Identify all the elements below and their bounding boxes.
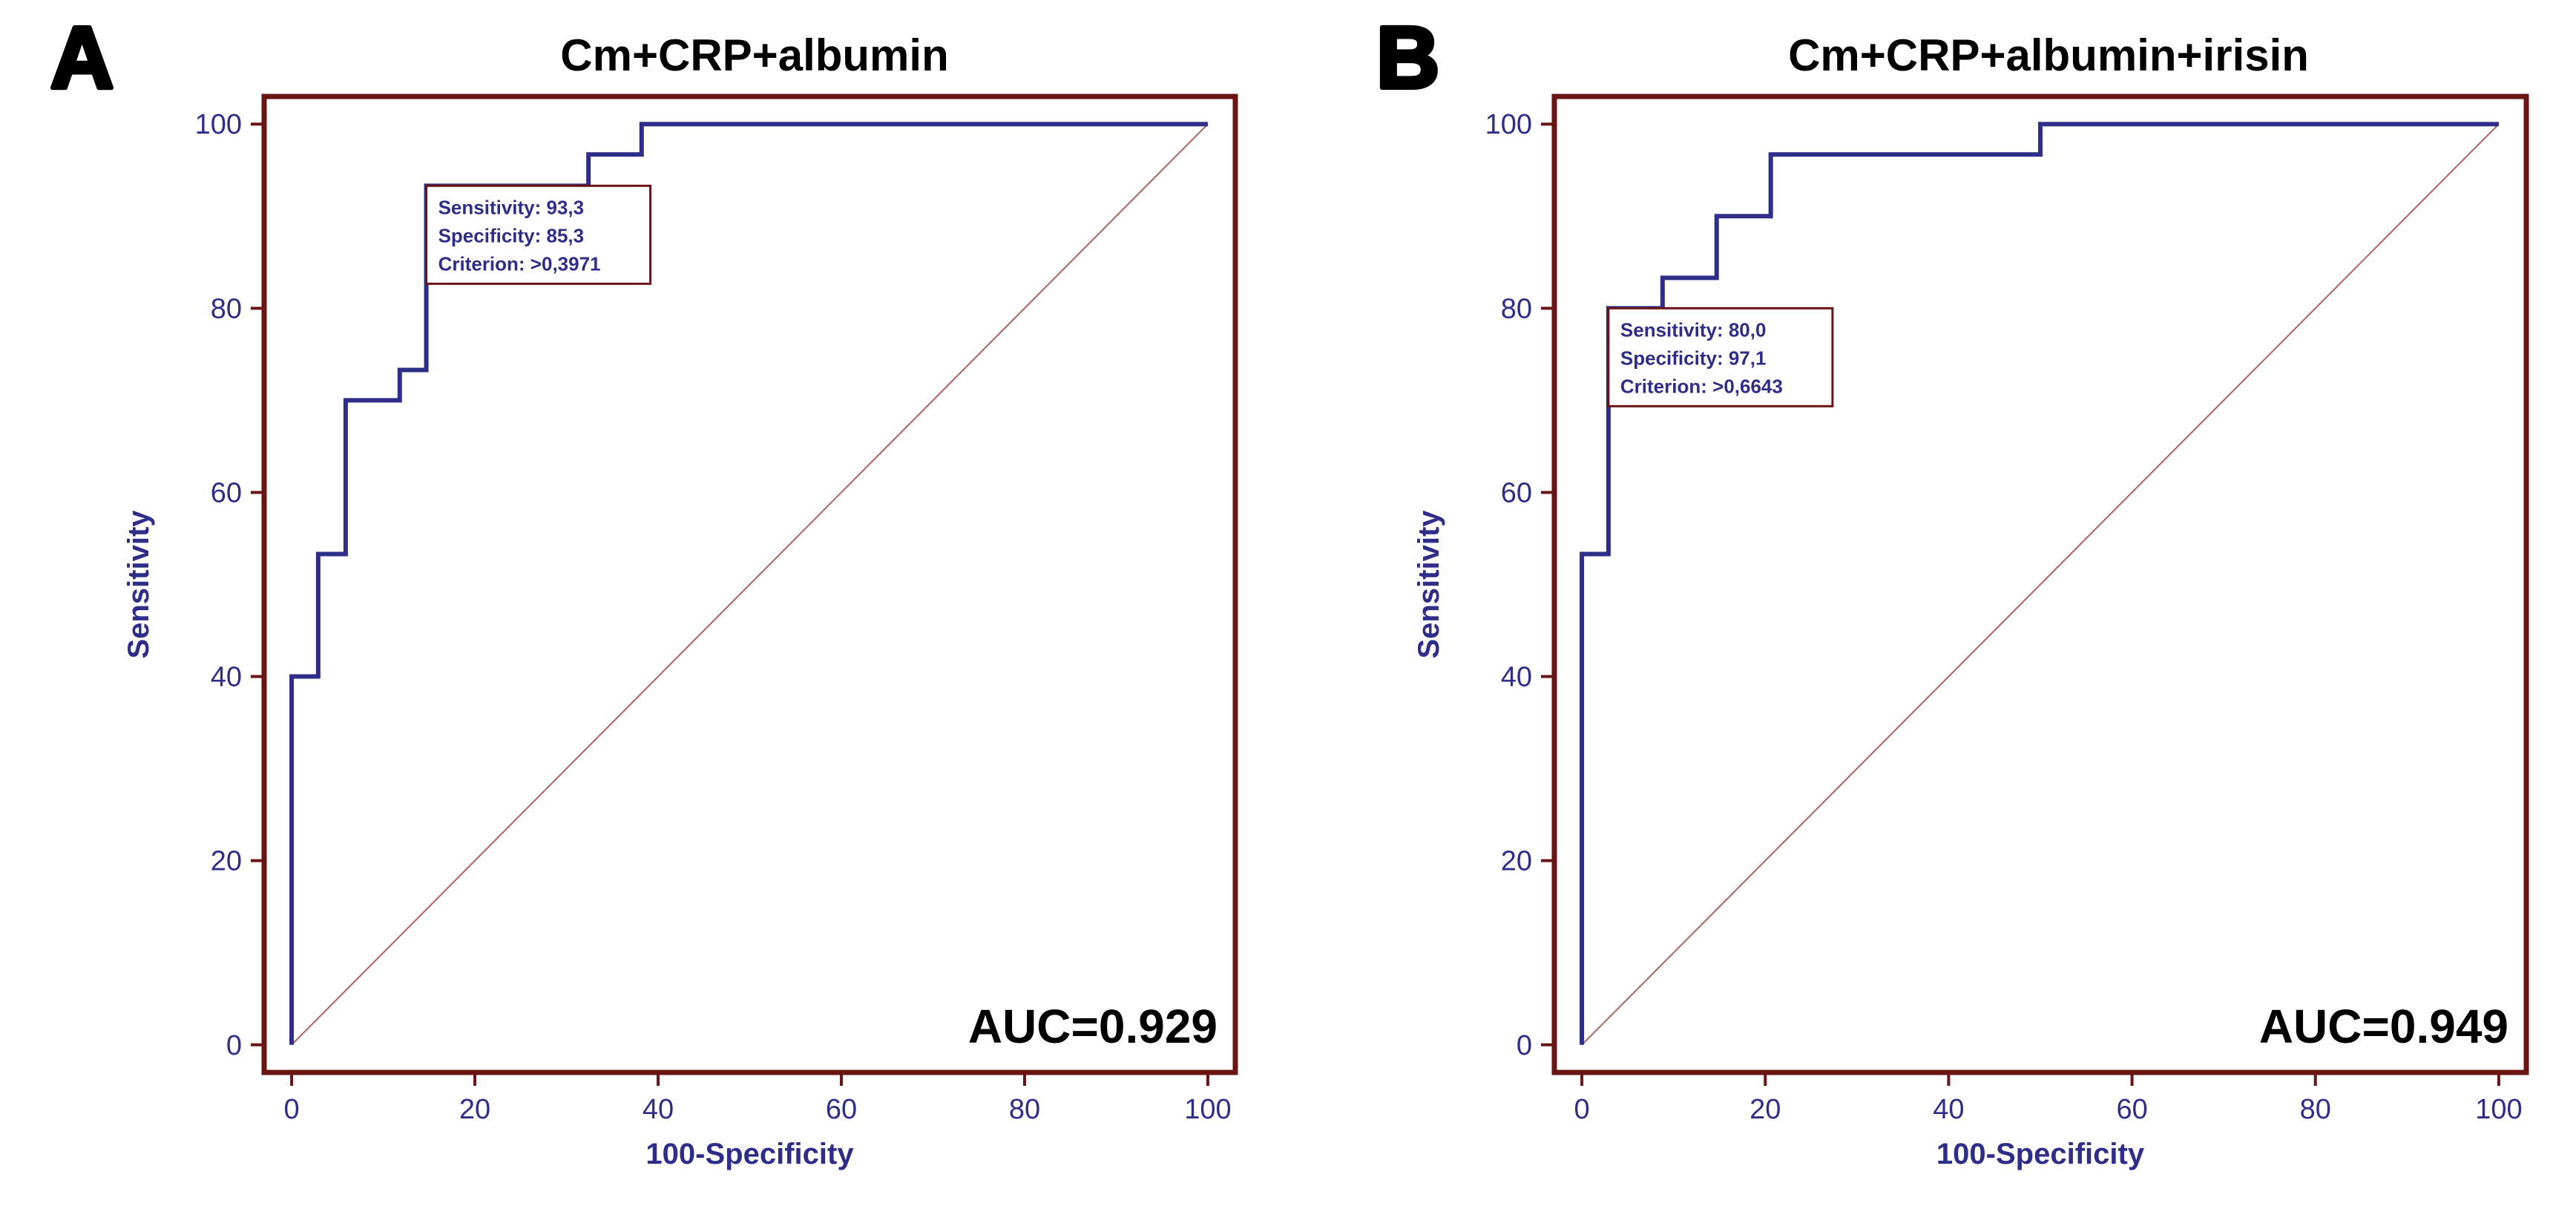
- y-tick-label: 20: [1501, 846, 1532, 877]
- y-tick-labels: 0 20 40 60 80 100: [195, 109, 242, 1061]
- reference-diagonal-line: [291, 123, 1209, 1046]
- x-tick-label: 20: [1749, 1094, 1781, 1125]
- reference-diagonal-line: [1581, 123, 2500, 1046]
- x-tick-label: 60: [826, 1094, 857, 1125]
- annotation-specificity: Specificity: 85,3: [438, 224, 585, 246]
- panel-b: B Cm+CRP+albumin+irisin 0 20 40 60 80 100 0 20…: [1374, 7, 2529, 1170]
- y-tick-label: 100: [195, 109, 242, 140]
- x-tick-labels: 0 20 40 60 80 100: [1574, 1094, 2523, 1125]
- y-tick-label: 0: [226, 1030, 242, 1061]
- x-axis-label: 100-Specificity: [1936, 1138, 2145, 1170]
- x-tick-labels: 0 20 40 60 80 100: [283, 1094, 1231, 1125]
- y-axis-label: Sensitivity: [122, 510, 155, 659]
- annotation-specificity: Specificity: 97,1: [1620, 347, 1767, 369]
- y-tick-labels: 0 20 40 60 80 100: [1485, 109, 1532, 1061]
- annotation-criterion: Criterion: >0,3971: [438, 252, 601, 275]
- x-axis-label: 100-Specificity: [645, 1138, 854, 1170]
- x-tick-label: 80: [2300, 1094, 2331, 1125]
- panel-letter: B: [1376, 9, 1439, 107]
- y-tick-label: 80: [1501, 293, 1532, 324]
- auc-label: AUC=0.929: [968, 1000, 1218, 1053]
- panel-a: A Cm+CRP+albumin 0 20 40 60 80 100 0 20 40 60 80 1…: [48, 7, 1238, 1170]
- plot-frame: [1551, 94, 2529, 1075]
- x-tick-label: 80: [1009, 1094, 1040, 1125]
- y-tick-label: 40: [1501, 662, 1532, 693]
- x-tick-label: 40: [1933, 1094, 1964, 1125]
- annotation-criterion: Criterion: >0,6643: [1620, 375, 1783, 397]
- criterion-annotation-box: Sensitivity: 93,3 Specificity: 85,3 Crit…: [425, 184, 652, 285]
- panel-letter: A: [50, 9, 114, 107]
- chart-title: Cm+CRP+albumin+irisin: [1788, 30, 2309, 80]
- plot-frame: [261, 94, 1238, 1075]
- y-tick-label: 0: [1517, 1030, 1532, 1061]
- chart-title: Cm+CRP+albumin: [560, 30, 948, 80]
- x-tick-label: 0: [1574, 1094, 1590, 1125]
- x-tick-label: 60: [2116, 1094, 2147, 1125]
- annotation-sensitivity: Sensitivity: 93,3: [438, 196, 585, 218]
- auc-label: AUC=0.949: [2259, 1000, 2508, 1053]
- x-tick-label: 20: [459, 1094, 490, 1125]
- y-axis-label: Sensitivity: [1413, 510, 1445, 659]
- annotation-sensitivity: Sensitivity: 80,0: [1620, 318, 1767, 341]
- annotation-box-border: [1607, 307, 1834, 407]
- criterion-annotation-box: Sensitivity: 80,0 Specificity: 97,1 Crit…: [1607, 307, 1834, 407]
- x-tick-label: 100: [2475, 1094, 2522, 1125]
- y-tick-label: 80: [211, 293, 242, 324]
- y-tick-label: 60: [211, 477, 242, 508]
- annotation-box-border: [425, 184, 652, 285]
- x-tick-label: 100: [1184, 1094, 1231, 1125]
- x-tick-label: 0: [283, 1094, 299, 1125]
- y-tick-label: 100: [1485, 109, 1532, 140]
- x-tick-label: 40: [643, 1094, 674, 1125]
- y-tick-label: 20: [211, 846, 242, 877]
- y-tick-label: 60: [1501, 477, 1532, 508]
- y-tick-label: 40: [211, 662, 242, 693]
